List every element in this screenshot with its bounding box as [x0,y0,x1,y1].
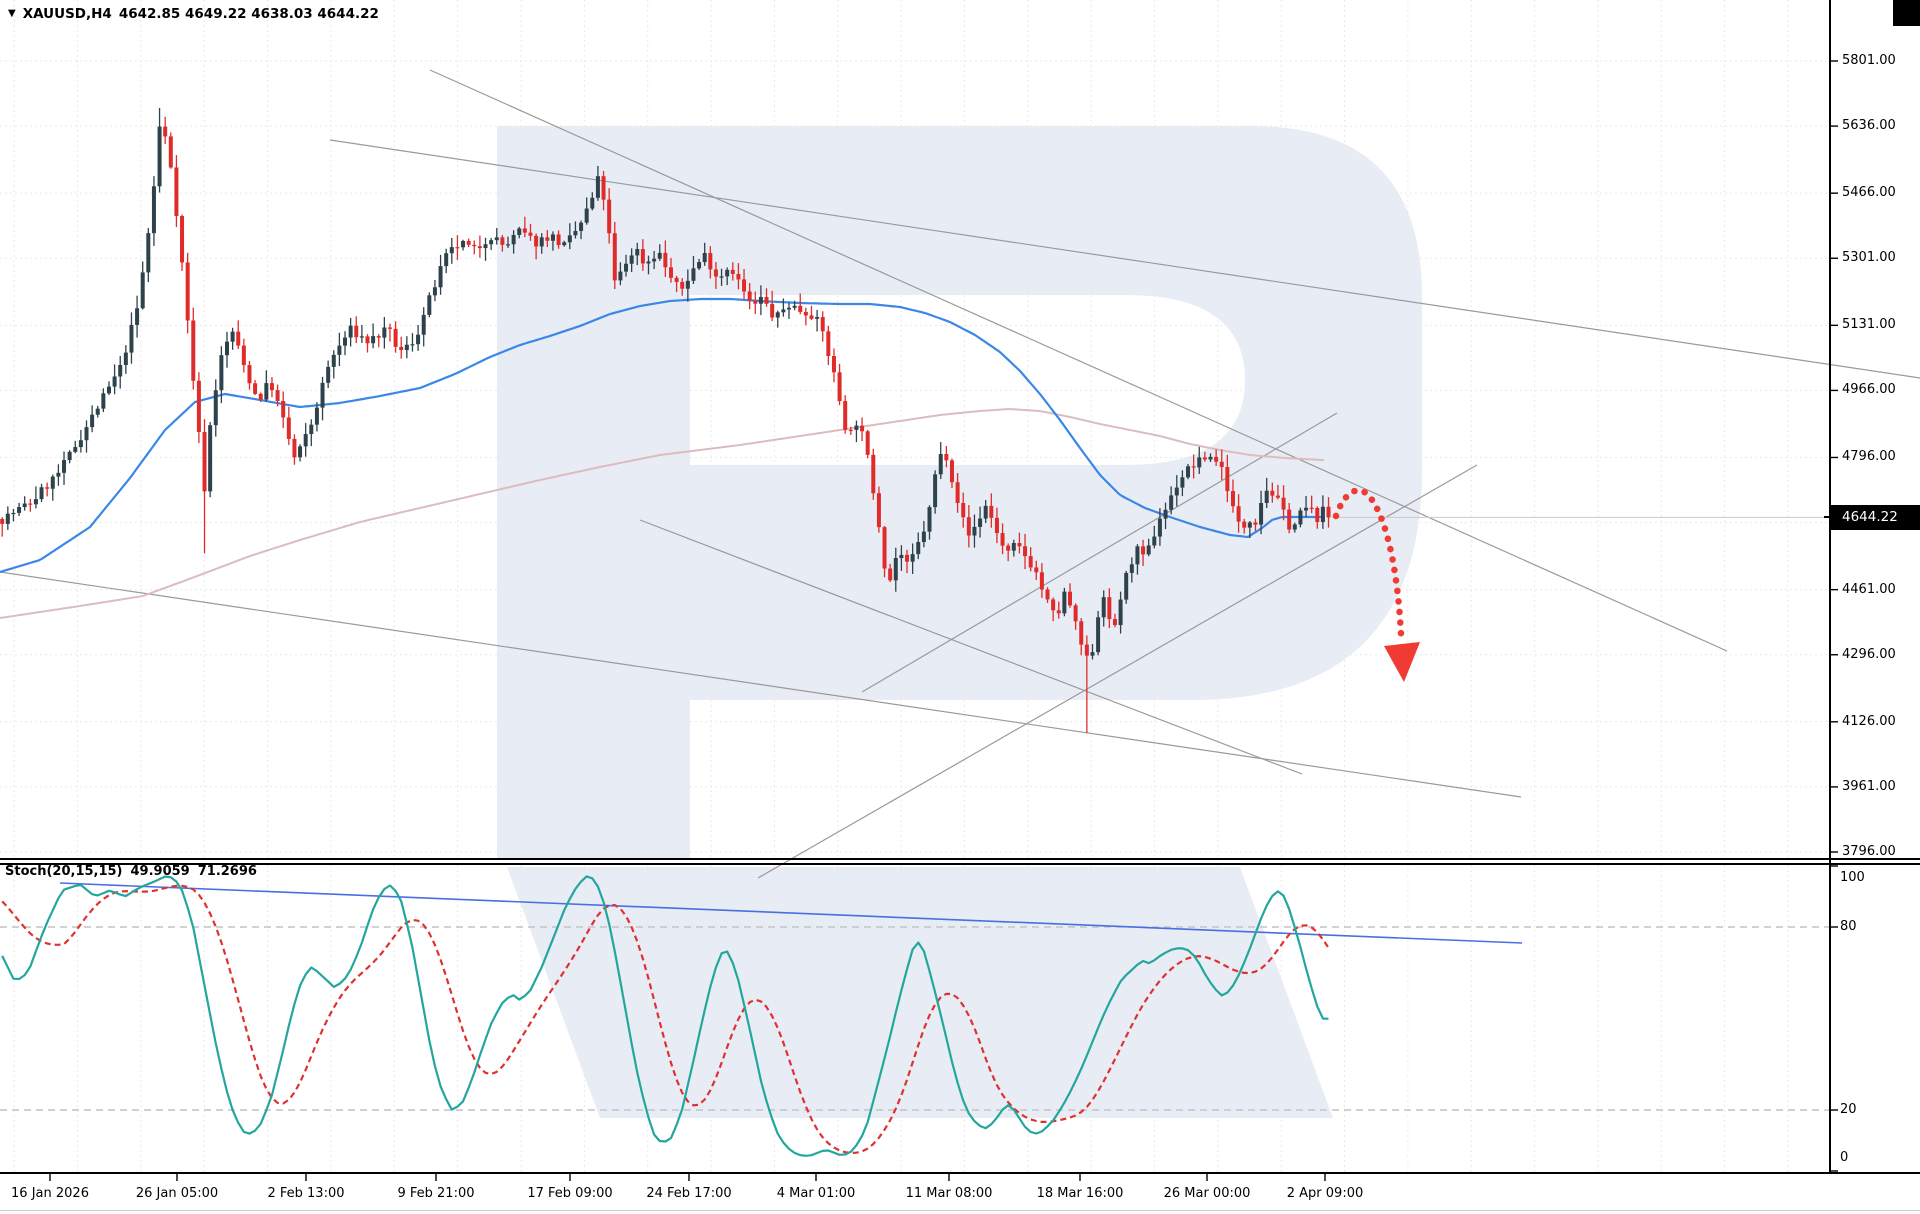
stoch-level-label: 80 [1840,919,1857,934]
price-axis-label: 5636.00 [1842,118,1896,134]
stoch-level-label: 100 [1840,870,1865,885]
stoch-k-value: 49.9059 [130,864,190,879]
time-axis-label: 4 Mar 01:00 [776,1186,856,1201]
price-axis-label: 5131.00 [1842,317,1896,333]
price-axis-label: 4296.00 [1842,646,1896,662]
symbol-period-label: XAUUSD,H4 [22,6,112,22]
price-axis-label: 4126.00 [1842,713,1896,729]
time-axis-label: 26 Jan 05:00 [135,1186,219,1201]
chart-title: ▼ XAUUSD,H4 4642.85 4649.22 4638.03 4644… [8,6,379,22]
time-axis-label: 18 Mar 16:00 [1036,1186,1124,1201]
chart-corner-button[interactable] [1893,0,1920,26]
price-axis-label: 3796.00 [1842,844,1896,859]
stoch-d-value: 71.2696 [197,864,257,879]
price-axis-label: 4461.00 [1842,581,1896,597]
price-axis-label: 4796.00 [1842,449,1896,465]
stoch-level-label: 0 [1840,1150,1849,1165]
ohlc-values: 4642.85 4649.22 4638.03 4644.22 [118,6,379,22]
price-axis-label: 5801.00 [1842,53,1896,68]
time-axis-label: 24 Feb 17:00 [646,1186,732,1201]
time-axis-label: 26 Mar 00:00 [1163,1186,1251,1201]
price-axis-label: 3961.00 [1842,778,1896,794]
current-price-badge: 4644.22 [1824,505,1920,530]
time-axis-label: 2 Apr 09:00 [1286,1186,1364,1201]
price-axis-label: 4966.00 [1842,382,1896,398]
symbol-dropdown-icon[interactable]: ▼ [8,8,16,19]
price-axis-label: 5466.00 [1842,185,1896,201]
stoch-level-label: 20 [1840,1102,1857,1117]
time-axis-label: 17 Feb 09:00 [527,1186,613,1201]
time-axis-label: 11 Mar 08:00 [905,1186,993,1201]
time-axis-label: 16 Jan 2026 [11,1186,89,1201]
time-axis-label: 2 Feb 13:00 [267,1186,345,1201]
stoch-name: Stoch(20,15,15) [5,864,123,879]
time-axis-label: 9 Feb 21:00 [397,1186,475,1201]
stoch-indicator-label: Stoch(20,15,15) 49.9059 71.2696 [5,864,257,879]
price-axis-label: 5301.00 [1842,250,1896,266]
